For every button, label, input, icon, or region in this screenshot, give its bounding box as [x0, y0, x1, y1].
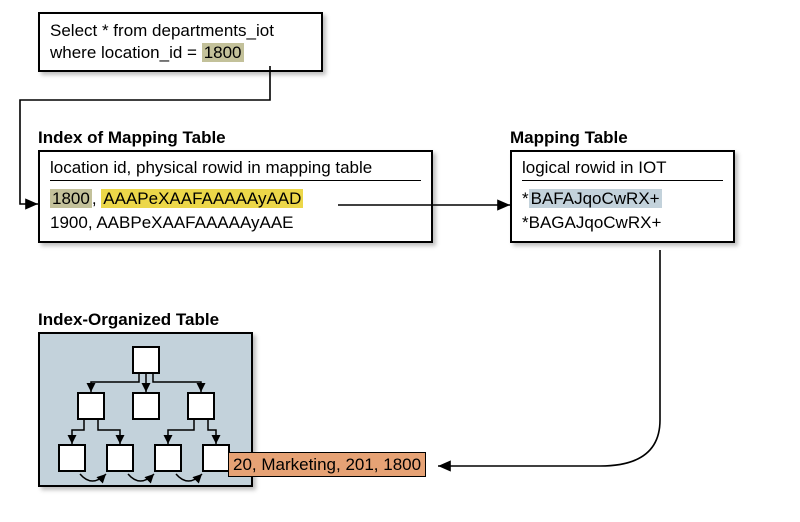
mapping-row: *BAFAJqoCwRX+	[522, 187, 723, 211]
iot-tree-panel	[38, 332, 253, 487]
index-row: 1800, AAAPeXAAFAAAAAyAAD	[50, 187, 421, 211]
sql-line-2: where location_id = 1800	[50, 42, 311, 64]
rowid-prefix: *	[522, 189, 529, 208]
index-mapping-box: location id, physical rowid in mapping t…	[38, 150, 433, 243]
index-loc-id: 1900	[50, 213, 88, 232]
mapping-table-box: logical rowid in IOT *BAFAJqoCwRX+ *BAGA…	[510, 150, 735, 243]
index-row: 1900, AABPeXAAFAAAAAyAAE	[50, 211, 421, 235]
index-phys-rowid: AAAPeXAAFAAAAAyAAD	[101, 189, 303, 208]
rowid-prefix: *	[522, 213, 529, 232]
comma: ,	[92, 189, 101, 208]
mapping-table-title: Mapping Table	[510, 128, 628, 148]
sql-line-1: Select * from departments_iot	[50, 20, 311, 42]
logical-rowid: BAFAJqoCwRX+	[529, 189, 662, 208]
divider	[522, 180, 723, 181]
sql-literal-highlight: 1800	[202, 43, 244, 62]
tree-connectors	[40, 334, 255, 489]
index-mapping-subhead: location id, physical rowid in mapping t…	[50, 158, 421, 178]
divider	[50, 180, 421, 181]
iot-title: Index-Organized Table	[38, 310, 219, 330]
mapping-row: *BAGAJqoCwRX+	[522, 211, 723, 235]
iot-result-row: 20, Marketing, 201, 1800	[228, 455, 426, 475]
index-mapping-title: Index of Mapping Table	[38, 128, 226, 148]
index-loc-id: 1800	[50, 189, 92, 208]
sql-query-box: Select * from departments_iot where loca…	[38, 12, 323, 72]
sql-where-text: where location_id =	[50, 43, 202, 62]
logical-rowid: BAGAJqoCwRX+	[529, 213, 662, 232]
index-phys-rowid: AABPeXAAFAAAAAyAAE	[96, 213, 293, 232]
iot-result-text: 20, Marketing, 201, 1800	[228, 452, 426, 477]
mapping-table-subhead: logical rowid in IOT	[522, 158, 723, 178]
